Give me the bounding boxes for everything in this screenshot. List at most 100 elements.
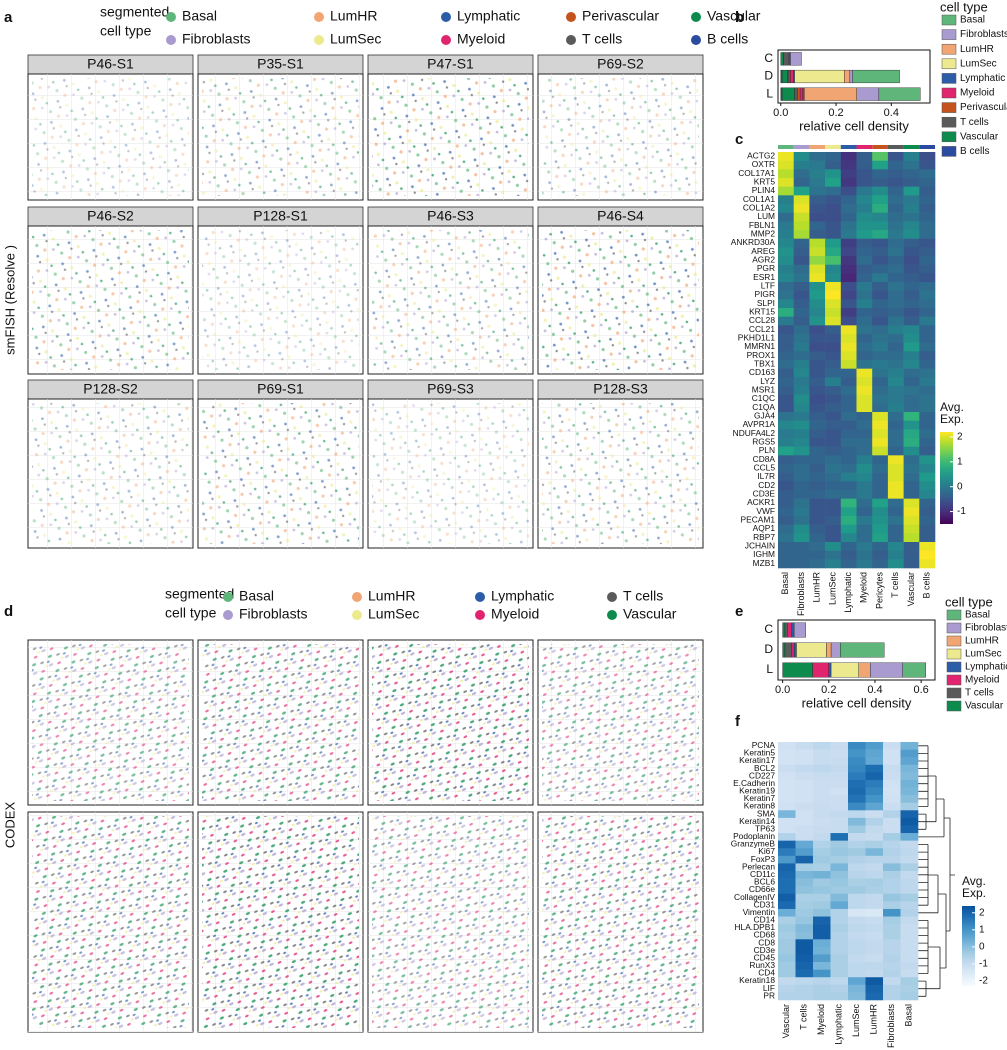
heatmap-cell <box>919 264 936 274</box>
heatmap-cell <box>887 169 904 179</box>
heatmap-cell <box>903 308 920 317</box>
heatmap-cell <box>900 749 919 758</box>
heatmap-cell <box>778 787 796 796</box>
heatmap-cell <box>900 855 919 864</box>
heatmap-cell <box>919 542 936 551</box>
heatmap-cell <box>793 221 810 231</box>
heatmap-cell <box>919 360 936 369</box>
heatmap-cell <box>809 186 826 196</box>
row-label: CD227 <box>749 770 775 780</box>
tissue-cells <box>542 816 699 1028</box>
heatmap-cell <box>778 840 796 849</box>
heatmap-cell <box>809 230 826 239</box>
heatmap-cell <box>848 757 866 766</box>
heatmap-cell <box>883 825 901 834</box>
heatmap-cell <box>825 446 842 456</box>
heatmap-cell <box>793 490 810 499</box>
heatmap-cell <box>793 212 810 222</box>
heatmap-cell <box>903 282 920 291</box>
heatmap-cell <box>903 507 920 517</box>
heatmap-cell <box>778 325 794 335</box>
row-label: GJA4 <box>754 411 775 421</box>
heatmap-cell <box>778 825 796 834</box>
row-label: CD4 <box>758 968 775 978</box>
heatmap-cell <box>856 429 873 439</box>
heatmap-cell <box>903 247 920 257</box>
heatmap-cell <box>830 863 849 872</box>
heatmap-cell <box>825 282 842 291</box>
heatmap-cell <box>872 455 889 465</box>
heatmap-cell <box>778 178 794 187</box>
heatmap-cell <box>830 954 849 963</box>
heatmap-cell <box>865 992 884 1001</box>
heatmap-cell <box>840 386 857 395</box>
heatmap-cell <box>778 299 794 309</box>
heatmap-cell <box>778 550 794 560</box>
heatmap-cell <box>887 507 904 517</box>
heatmap-cell <box>809 204 826 213</box>
heatmap-cell <box>856 455 873 465</box>
heatmap-cell <box>883 817 901 826</box>
heatmap-cell <box>865 863 884 872</box>
panel-label: f <box>735 713 741 730</box>
heatmap-cell <box>840 524 857 534</box>
heatmap-cell <box>887 273 904 283</box>
heatmap-cell <box>840 160 857 170</box>
panel-title: P69-S1 <box>257 381 304 397</box>
heatmap-cell <box>900 802 919 811</box>
heatmap-cell <box>830 939 849 948</box>
heatmap-cell <box>883 916 901 925</box>
row-label: PKHD1L1 <box>738 333 776 343</box>
row-label: ACKR1 <box>747 497 775 507</box>
heatmap-cell <box>903 412 920 421</box>
heatmap-cell <box>872 247 889 257</box>
heatmap-cell <box>793 550 810 560</box>
heatmap-cell <box>903 490 920 499</box>
heatmap-cell <box>848 954 866 963</box>
heatmap-cell <box>872 221 889 231</box>
heatmap-cell <box>813 787 831 796</box>
heatmap-cell <box>887 204 904 213</box>
heatmap-cell <box>900 924 919 933</box>
heatmap-cell <box>903 559 920 569</box>
heatmap-cell <box>887 316 904 326</box>
heatmap-cell <box>856 316 873 326</box>
heatmap-cell <box>903 152 920 161</box>
heatmap-cell <box>778 273 794 283</box>
column-label: Basal <box>904 1004 914 1027</box>
heatmap-cell <box>809 273 826 283</box>
heatmap-cell <box>900 840 919 849</box>
heatmap-cell <box>856 446 873 456</box>
heatmap-cell <box>856 368 873 378</box>
heatmap-cell <box>778 247 794 257</box>
heatmap-cell <box>903 403 920 413</box>
heatmap-cell <box>856 334 873 343</box>
heatmap-cell <box>919 420 936 430</box>
heatmap-cell <box>793 360 810 369</box>
x-tick-label: 0.0 <box>775 684 790 696</box>
heatmap-cell <box>856 394 873 404</box>
x-tick-label: 0.2 <box>828 107 843 119</box>
row-label: BCL2 <box>754 763 775 773</box>
bar-segment <box>788 69 791 84</box>
heatmap-cell <box>809 490 826 499</box>
heatmap-cell <box>793 516 810 525</box>
heatmap-cell <box>903 256 920 265</box>
heatmap-cell <box>830 901 849 910</box>
heatmap-cell <box>809 455 826 465</box>
panel-title: P35-S1 <box>257 56 304 72</box>
legend-swatch <box>946 635 962 647</box>
legend-swatch <box>607 610 617 620</box>
heatmap-cell <box>813 908 831 917</box>
heatmap-cell <box>830 886 849 895</box>
heatmap-cell <box>919 438 936 447</box>
heatmap-cell <box>825 429 842 439</box>
heatmap-cell <box>887 394 904 404</box>
heatmap-cell <box>865 916 884 925</box>
bar-segment <box>787 69 790 84</box>
heatmap-cell <box>793 377 810 387</box>
heatmap-cell <box>830 757 849 766</box>
row-label: PLN <box>759 445 775 455</box>
bar-segment <box>826 642 832 658</box>
heatmap-cell <box>830 779 849 788</box>
